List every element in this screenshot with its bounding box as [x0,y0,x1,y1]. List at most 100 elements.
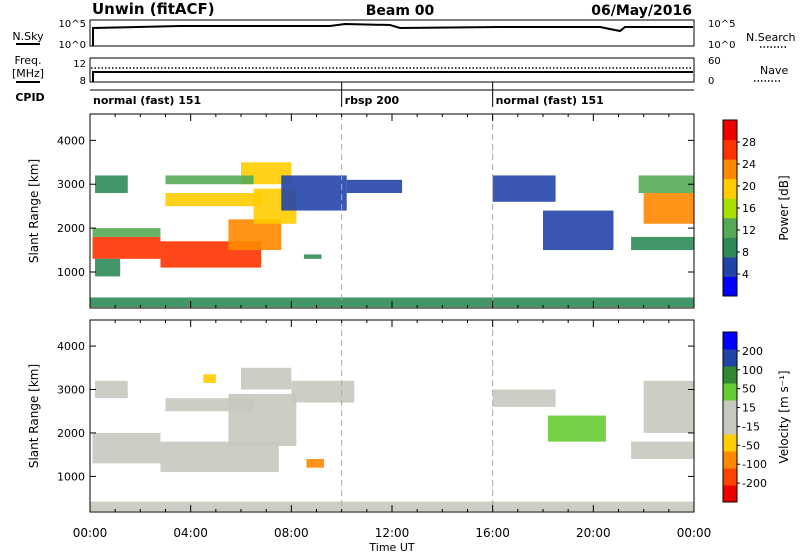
colorbar-segment [723,159,737,180]
y-tick-label: 1000 [57,266,85,279]
data-region [291,380,355,403]
cpid-segment-label: rbsp 200 [345,94,400,107]
colorbar-tick-label: -15 [742,420,760,433]
colorbar-segment [723,349,737,367]
beam-label: Beam 00 [366,3,435,19]
freq-tick-top: 12 [73,59,86,70]
nsky-trace [92,22,693,46]
data-region [631,236,694,251]
colorbar-segment [723,332,737,350]
data-region [160,441,279,473]
data-region [95,380,128,399]
cpid-bar: CPID normal (fast) 151 rbsp 200 normal (fa… [15,82,694,107]
data-region [95,175,128,194]
data-region [643,193,694,224]
plot-title: Unwin (fitACF) [92,0,215,18]
colorbar-segment [723,198,737,219]
colorbar-tick-label: 24 [742,158,756,171]
colorbar-tick-label: 12 [742,224,756,237]
colorbar-tick-label: 28 [742,136,756,149]
nsearch-label: N.Search [746,31,796,44]
x-tick-label: 12:00 [375,526,410,540]
colorbar-segment [723,451,737,469]
data-region [92,228,161,237]
freq-tick-bottom: 8 [80,76,86,87]
data-region [92,236,161,259]
colorbar-frame [722,331,738,503]
data-region [95,258,121,277]
y-axis-label: Slant Range [km] [27,364,41,468]
data-region [165,175,254,185]
colorbar-segment [723,120,737,141]
colorbar-tick-label: 8 [742,246,749,259]
freq-frame [89,57,695,83]
data-region [492,175,556,202]
nave-tick-bottom: 0 [708,76,714,87]
freq-label: Freq. [14,54,41,67]
cpid-segment-label: normal (fast) 151 [93,94,201,107]
freq-unit-label: [MHz] [12,67,44,80]
data-region [281,175,347,211]
colorbar-tick-label: -100 [742,458,767,471]
y-axis-label: Slant Range [km] [27,159,41,263]
data-region [346,179,403,194]
x-tick-label: 04:00 [173,526,208,540]
cpid-segment-label: normal (fast) 151 [496,94,604,107]
colorbar-segment [723,217,737,238]
colorbar-segment [723,383,737,401]
colorbar-segment [723,366,737,384]
nsky-panel: N.Sky 10^5 10^0 10^5 10^0 N.Search [12,19,795,51]
y-tick-label: 4000 [57,134,85,147]
colorbar-segment [723,485,737,503]
x-tick-label: 16:00 [475,526,510,540]
data-region [241,367,292,390]
freq-trace [92,71,693,82]
colorbar-tick-label: 50 [742,383,756,396]
y-tick-label: 3000 [57,178,85,191]
colorbar-segment [723,276,737,297]
x-tick-label: 20:00 [576,526,611,540]
date-label: 06/May/2016 [591,3,692,19]
colorbar-label: Velocity [m s⁻¹] [777,370,791,463]
y-tick-label: 2000 [57,222,85,235]
colorbar-tick-label: 200 [742,345,763,358]
data-region [203,374,216,383]
y-tick-label: 4000 [57,340,85,353]
nsky-tick-bottom: 10^0 [59,40,86,51]
power-panel: 4000 3000 2000 1000 Slant Range [km] 28 24 20 16… [27,113,791,309]
velocity-panel: 4000 3000 2000 1000 Slant Range [km] 200 100 50… [27,319,791,513]
colorbar-segment [723,178,737,199]
y-tick-label: 2000 [57,427,85,440]
x-tick-label: 00:00 [73,526,108,540]
freq-panel: Freq. [MHz] 12 8 60 0 Nave [12,54,789,87]
nsky-label: N.Sky [12,30,44,43]
colorbar-segment [723,256,737,277]
nave-label: Nave [760,64,788,77]
cpid-label: CPID [15,91,44,104]
colorbar-tick-label: 15 [742,402,756,415]
nsearch-tick-bottom: 10^0 [708,40,735,51]
colorbar-segment [723,139,737,160]
data-region [638,175,694,194]
data-region [92,432,161,464]
colorbar-tick-label: 16 [742,202,756,215]
time-axis-label: Time UT [368,541,414,554]
colorbar-segment [723,237,737,258]
data-region [548,415,606,442]
colorbar-tick-label: 4 [742,268,749,281]
colorbar-tick-label: 20 [742,180,756,193]
nsky-frame [89,19,695,47]
colorbar-segment [723,400,737,418]
data-region [543,210,614,251]
colorbar-label: Power [dB] [777,175,791,240]
nsearch-tick-top: 10^5 [708,19,735,30]
data-region [492,389,556,407]
nsky-tick-top: 10^5 [59,19,86,30]
x-tick-label: 00:00 [677,526,712,540]
colorbar-tick-label: -200 [742,477,767,490]
x-tick-label: 08:00 [274,526,309,540]
y-tick-label: 3000 [57,384,85,397]
data-region [228,219,282,251]
